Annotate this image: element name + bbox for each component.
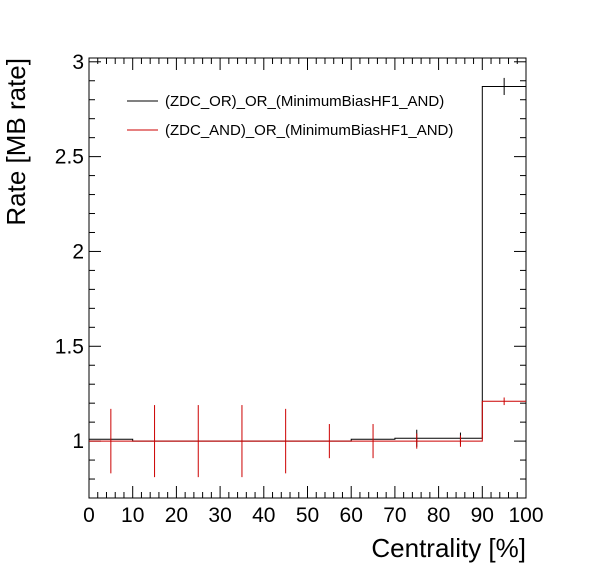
series-2 <box>89 397 526 478</box>
x-tick-label: 50 <box>296 504 319 527</box>
x-tick-label: 100 <box>508 504 543 527</box>
x-tick-label: 80 <box>427 504 450 527</box>
x-tick-label: 90 <box>471 504 494 527</box>
y-axis-title: Rate [MB rate] <box>1 58 31 226</box>
legend: (ZDC_OR)_OR_(MinimumBiasHF1_AND) (ZDC_AND… <box>127 93 453 139</box>
x-tick-label: 20 <box>165 504 188 527</box>
x-tick-label: 10 <box>121 504 144 527</box>
y-tick-label: 1 <box>72 430 84 453</box>
x-tick-label: 30 <box>208 504 231 527</box>
tick-labels: 0 10 20 30 40 50 60 70 80 90 100 1 1.5 2 2.5 3 <box>55 51 544 527</box>
x-tick-label: 70 <box>383 504 406 527</box>
x-tick-label: 0 <box>83 504 95 527</box>
x-tick-label: 40 <box>252 504 275 527</box>
x-tick-label: 60 <box>340 504 363 527</box>
y-tick-label: 3 <box>72 51 84 74</box>
x-axis-title: Centrality [%] <box>371 533 526 563</box>
axis-ticks <box>88 58 527 499</box>
y-tick-label: 1.5 <box>55 335 84 358</box>
legend-label: (ZDC_AND)_OR_(MinimumBiasHF1_AND) <box>165 122 453 139</box>
y-tick-label: 2.5 <box>55 146 84 169</box>
series-step-line <box>89 85 526 442</box>
y-tick-label: 2 <box>72 240 84 263</box>
legend-label: (ZDC_OR)_OR_(MinimumBiasHF1_AND) <box>165 93 444 110</box>
series-layer <box>89 77 526 478</box>
